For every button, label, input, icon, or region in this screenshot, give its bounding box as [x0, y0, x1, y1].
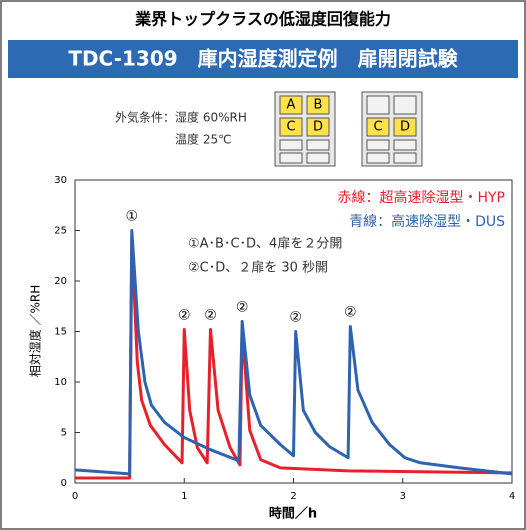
- y-axis-label: 相対湿度 ／%RH: [28, 285, 43, 378]
- cabinet-label: D: [313, 120, 323, 135]
- peak-marker: ②: [204, 307, 217, 323]
- y-tick-label: 30: [54, 175, 67, 186]
- series-line: [75, 236, 513, 480]
- y-tick-label: 10: [54, 377, 67, 388]
- legend-entry: 赤線：超高速除湿型・HYP: [337, 189, 505, 206]
- x-tick-label: 3: [400, 491, 406, 502]
- note: ②C･D、２扉を 30 秒開: [188, 260, 328, 276]
- series-line: [74, 229, 513, 476]
- peak-marker: ②: [289, 310, 302, 326]
- x-tick-label: 1: [181, 491, 187, 502]
- cabinet-label: D: [400, 120, 410, 135]
- peak-marker: ②: [344, 304, 357, 320]
- peak-marker: ②: [178, 307, 191, 323]
- cabinet-label: C: [286, 120, 295, 135]
- y-tick-label: 25: [54, 226, 67, 237]
- x-tick-label: 2: [290, 491, 296, 502]
- banner: [8, 40, 518, 78]
- y-tick-label: 15: [54, 327, 67, 338]
- condition-humidity: 外気条件：湿度 60%RH: [115, 110, 247, 125]
- x-tick-label: 4: [509, 491, 515, 502]
- x-tick-label: 0: [72, 491, 78, 502]
- title: 業界トップクラスの低湿度回復能力: [134, 10, 391, 29]
- cabinet-label: B: [314, 98, 323, 113]
- peak-marker: ②: [236, 299, 249, 315]
- condition-temperature: 温度 25℃: [175, 132, 232, 147]
- y-tick-label: 0: [61, 478, 67, 489]
- banner-text: TDC-1309 庫内湿度測定例 扉開閉試験: [68, 47, 458, 71]
- legend-entry: 青線：高速除湿型・DUS: [349, 213, 505, 230]
- x-axis-label: 時間／h: [269, 506, 317, 522]
- cabinet: [274, 91, 423, 167]
- note: ①A･B･C･D、4扉を２分開: [188, 236, 342, 252]
- y-tick-label: 20: [54, 276, 67, 287]
- cabinet-label: C: [373, 120, 382, 135]
- y-tick-label: 5: [61, 428, 67, 439]
- cabinet-label: A: [287, 98, 296, 113]
- peak-marker: ①: [126, 209, 139, 225]
